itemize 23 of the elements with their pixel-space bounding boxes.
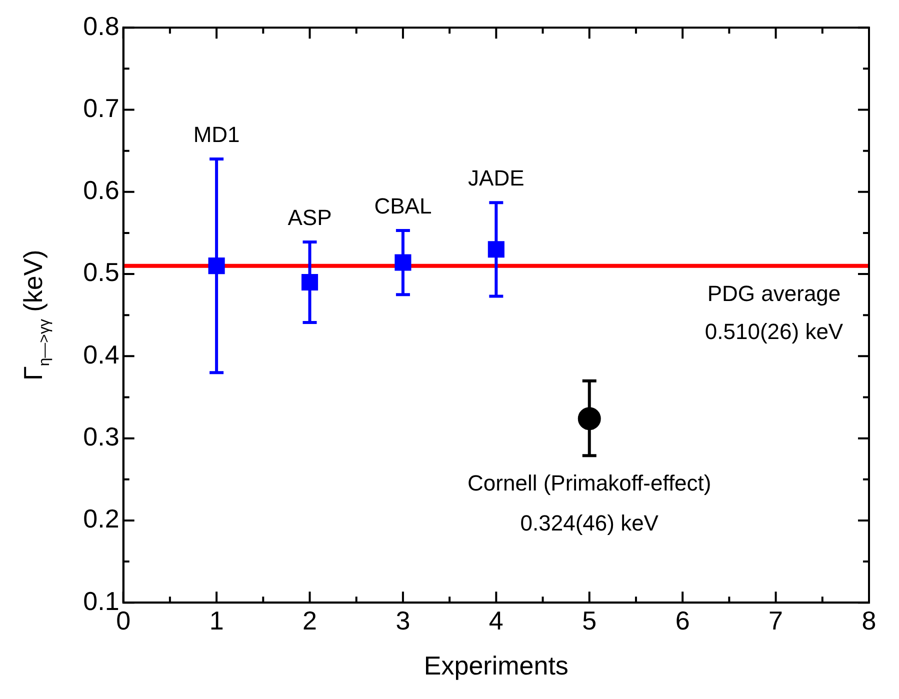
x-tick-label: 7: [768, 605, 784, 636]
y-tick-label: 0.6: [83, 175, 120, 206]
annotation: Cornell (Primakoff-effect) 0.324(46) keV: [468, 470, 712, 536]
x-tick-label: 8: [862, 605, 876, 636]
x-tick-label: 6: [675, 605, 690, 636]
annotation: CBAL: [374, 194, 432, 219]
x-tick-label: 1: [209, 605, 224, 636]
annotation: ASP: [288, 205, 332, 230]
y-tick-label: 0.2: [83, 504, 120, 534]
annotation: JADE: [468, 166, 524, 191]
ref-line-label: PDG average 0.510(26) keV: [704, 280, 844, 344]
y-tick-label: 0.3: [83, 421, 120, 452]
y-axis-title: Γη—>γγ (keV): [18, 250, 53, 380]
x-tick-label: 3: [396, 605, 410, 636]
y-tick-label: 0.8: [83, 10, 120, 41]
annotation: MD1: [193, 122, 240, 148]
y-tick-label: 0.4: [83, 339, 120, 370]
y-tick-label: 0.5: [83, 257, 120, 288]
x-tick-label: 2: [302, 605, 317, 636]
x-tick-label: 5: [582, 605, 597, 636]
x-axis-title: Experiments: [424, 650, 568, 681]
x-tick-label: 4: [488, 605, 504, 636]
y-tick-label: 0.7: [83, 92, 120, 123]
